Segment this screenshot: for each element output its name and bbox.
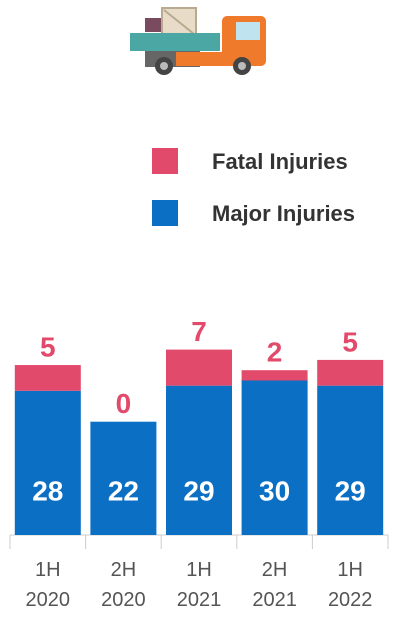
legend-label: Major Injuries <box>212 201 355 226</box>
x-tick-label: 2H 2021 <box>252 559 297 611</box>
bar-segment <box>166 349 232 386</box>
value-label: 0 <box>116 388 132 419</box>
truck-icon <box>130 7 266 75</box>
bar-segment <box>317 385 384 535</box>
x-tick-label: 2H 2020 <box>101 559 146 611</box>
bar-segment <box>166 385 232 535</box>
x-tick-label: 1H 2021 <box>176 559 222 611</box>
legend-swatch <box>152 200 178 226</box>
value-label: 29 <box>183 475 214 506</box>
value-label: 28 <box>32 475 63 506</box>
value-label: 22 <box>108 475 139 506</box>
bar-segment <box>317 359 384 386</box>
bar-segment <box>14 390 81 535</box>
value-label: 29 <box>335 475 366 506</box>
bar-segment <box>90 421 157 535</box>
value-label: 2 <box>267 337 283 368</box>
bar-segment <box>14 365 81 391</box>
value-label: 7 <box>191 316 207 347</box>
value-label: 30 <box>259 475 290 506</box>
bar-segment <box>241 380 308 535</box>
value-label: 5 <box>40 331 56 362</box>
x-tick-label: 1H 2020 <box>25 559 71 611</box>
bar-segment <box>241 370 308 381</box>
legend-label: Fatal Injuries <box>212 149 348 174</box>
value-label: 5 <box>342 326 358 357</box>
legend-swatch <box>152 148 178 174</box>
x-tick-label: 1H 2022 <box>327 559 373 611</box>
